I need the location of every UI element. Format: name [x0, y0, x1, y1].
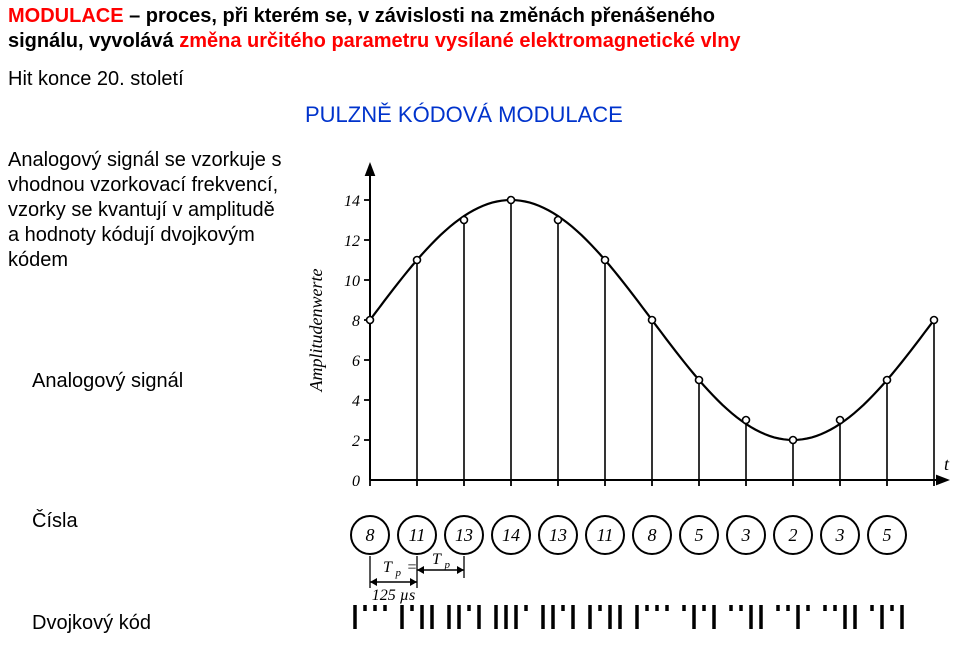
svg-text:p: p: [395, 567, 402, 579]
svg-text:11: 11: [597, 525, 614, 545]
svg-text:13: 13: [455, 525, 473, 545]
subtitle: Hit konce 20. století: [8, 68, 184, 91]
svg-text:14: 14: [344, 193, 360, 210]
svg-text:10: 10: [344, 273, 360, 290]
def-part2b: změna určitého parametru vysílané elektr…: [179, 30, 740, 52]
svg-text:12: 12: [344, 233, 360, 250]
svg-text:14: 14: [502, 525, 520, 545]
svg-text:T: T: [432, 551, 442, 568]
svg-text:=: =: [408, 559, 417, 576]
svg-text:8: 8: [648, 525, 657, 545]
svg-text:3: 3: [741, 525, 751, 545]
svg-text:4: 4: [352, 393, 360, 410]
svg-text:11: 11: [409, 525, 426, 545]
label-analog-signal: Analogový signál: [32, 370, 183, 393]
pcm-chart: t 0 2 4 6 8 10 12 14 Amplitudenwerte 8 11 13 14 13 11 8 5…: [300, 140, 950, 650]
svg-text:125 µs: 125 µs: [372, 587, 415, 604]
label-binary-code: Dvojkový kód: [32, 612, 151, 635]
svg-text:2: 2: [352, 433, 360, 450]
svg-text:8: 8: [352, 313, 360, 330]
svg-text:13: 13: [549, 525, 567, 545]
svg-text:T: T: [383, 559, 393, 576]
svg-text:0: 0: [352, 473, 360, 490]
svg-text:5: 5: [695, 525, 704, 545]
svg-text:8: 8: [366, 525, 375, 545]
label-numbers: Čísla: [32, 510, 78, 533]
svg-text:Amplitudenwerte: Amplitudenwerte: [306, 269, 326, 393]
term: MODULACE: [8, 5, 124, 27]
pcm-description: Analogový signál se vzorkuje s vhodnou v…: [8, 148, 288, 273]
svg-text:3: 3: [835, 525, 845, 545]
section-title: PULZNĚ KÓDOVÁ MODULACE: [305, 102, 623, 128]
svg-text:6: 6: [352, 353, 360, 370]
chart-svg: t 0 2 4 6 8 10 12 14 Amplitudenwerte 8 11 13 14 13 11 8 5…: [300, 140, 950, 650]
svg-text:t: t: [944, 454, 950, 474]
def-part2a: signálu, vyvolává: [8, 30, 179, 52]
svg-text:2: 2: [789, 525, 798, 545]
def-part1: – proces, při kterém se, v závislosti na…: [124, 5, 715, 27]
svg-text:p: p: [444, 559, 451, 571]
svg-text:5: 5: [883, 525, 892, 545]
header-definition: MODULACE – proces, při kterém se, v závi…: [8, 4, 948, 54]
